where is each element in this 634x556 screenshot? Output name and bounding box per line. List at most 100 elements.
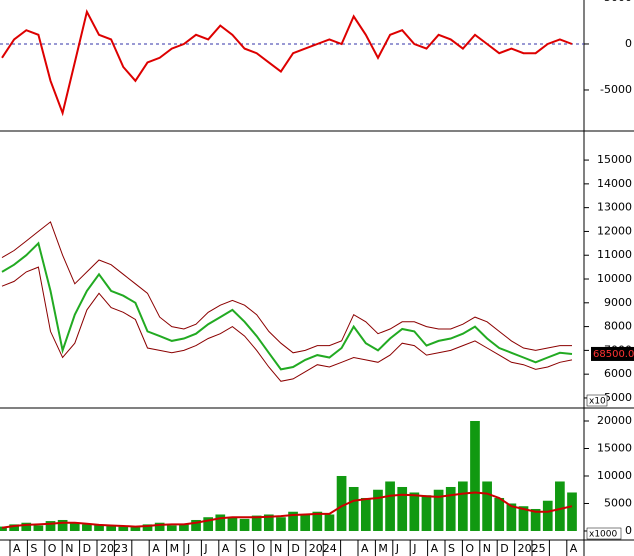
volume-bar <box>360 497 371 531</box>
y-tick-label: 8000 <box>604 320 632 333</box>
volume-bar <box>94 525 104 531</box>
volume-bar <box>433 489 444 531</box>
price-label: 68500.0 <box>593 349 634 360</box>
y-tick-label: 15000 <box>597 153 632 166</box>
volume-bar <box>45 521 56 531</box>
volume-bar <box>409 492 420 531</box>
volume-bar <box>33 525 44 531</box>
y-tick-label: 6000 <box>604 367 632 380</box>
x-tick-label: M <box>170 542 180 555</box>
volume-bar <box>69 522 80 531</box>
volume-bar <box>191 519 201 531</box>
volume-bar <box>130 527 141 531</box>
volume-bar <box>251 515 262 531</box>
volume-bar <box>263 514 274 531</box>
volume-bar <box>300 514 311 531</box>
volume-bar <box>142 524 153 531</box>
volume-bar <box>336 475 347 531</box>
x-tick-label: D <box>83 542 91 555</box>
volume-bar <box>506 503 517 531</box>
volume-bar <box>445 486 456 531</box>
x-tick-label: A <box>152 542 160 555</box>
x-tick-label: A <box>13 542 21 555</box>
scale-label: x1000 <box>589 530 618 540</box>
price-tag <box>591 346 634 361</box>
y-tick-label: 5000 <box>604 0 632 4</box>
volume-bar <box>288 511 298 531</box>
volume-bar <box>9 524 19 531</box>
x-tick-label: S <box>448 542 455 555</box>
series-line <box>1 8 573 117</box>
series-line <box>1 241 573 371</box>
x-tick-label: O <box>465 542 474 555</box>
x-tick-label: D <box>500 542 508 555</box>
x-tick-label: M <box>378 542 388 555</box>
volume-bar <box>494 497 505 531</box>
volume-bar <box>0 526 7 531</box>
x-tick-label: A <box>361 542 369 555</box>
y-tick-label: 11000 <box>597 248 632 261</box>
volume-bar <box>373 489 383 531</box>
volume-bar <box>82 524 92 531</box>
volume-bar <box>542 500 553 531</box>
y-tick-label: 5000 <box>604 391 632 404</box>
volume-bar <box>458 481 468 531</box>
y-tick-label: 14000 <box>597 177 632 190</box>
x-tick-label: J <box>186 542 190 555</box>
x-tick-label: N <box>483 542 491 555</box>
y-tick-label: 13000 <box>597 201 632 214</box>
volume-bar <box>203 517 214 531</box>
x-tick-label: N <box>65 542 73 555</box>
volume-bar <box>215 514 226 531</box>
volume-bar <box>421 495 432 531</box>
volume-bar <box>470 420 480 531</box>
volume-bar <box>397 486 408 531</box>
volume-bar <box>21 522 32 531</box>
y-tick-label: 10000 <box>597 272 632 285</box>
y-tick-label: 5000 <box>604 496 632 509</box>
x-tick-label: O <box>257 542 266 555</box>
x-tick-label: J <box>412 542 416 555</box>
scale-label: x10 <box>589 397 606 407</box>
y-tick-label: 0 <box>625 37 632 50</box>
volume-bar <box>482 481 492 531</box>
x-tick-label: S <box>239 542 246 555</box>
volume-bar <box>276 517 286 531</box>
volume-bar <box>166 525 177 531</box>
y-tick-label: 20000 <box>597 414 632 427</box>
scale-box <box>586 394 608 407</box>
volume-bar <box>154 522 165 531</box>
volume-bar <box>227 517 238 531</box>
volume-bar <box>567 492 577 531</box>
volume-bar <box>518 506 529 531</box>
x-tick-label: J <box>395 542 399 555</box>
y-tick-label: 15000 <box>597 441 632 454</box>
series-line <box>1 491 573 529</box>
volume-bar <box>530 508 541 531</box>
x-tick-label: A <box>431 542 439 555</box>
volume-bar <box>324 514 335 531</box>
volume-bar <box>555 481 565 531</box>
volume-bar <box>118 526 129 531</box>
x-tick-label: J <box>203 542 207 555</box>
y-tick-label: 9000 <box>604 296 632 309</box>
volume-bar <box>179 524 189 531</box>
volume-bar <box>106 526 116 531</box>
scale-box <box>586 527 622 540</box>
volume-bar <box>57 519 68 531</box>
x-tick-label: A <box>222 542 230 555</box>
y-tick-label: -5000 <box>600 83 632 96</box>
series-line <box>1 266 573 382</box>
y-tick-label: 12000 <box>597 224 632 237</box>
volume-bar <box>239 518 250 531</box>
x-tick-label: S <box>30 542 37 555</box>
volume-bar <box>348 486 359 531</box>
x-tick-label: N <box>274 542 282 555</box>
y-tick-label: 10000 <box>597 469 632 482</box>
x-tick-label: D <box>291 542 299 555</box>
series-line <box>1 221 572 354</box>
volume-bar <box>312 511 323 531</box>
y-tick-label: 0 <box>625 524 632 537</box>
volume-bar <box>385 481 395 531</box>
